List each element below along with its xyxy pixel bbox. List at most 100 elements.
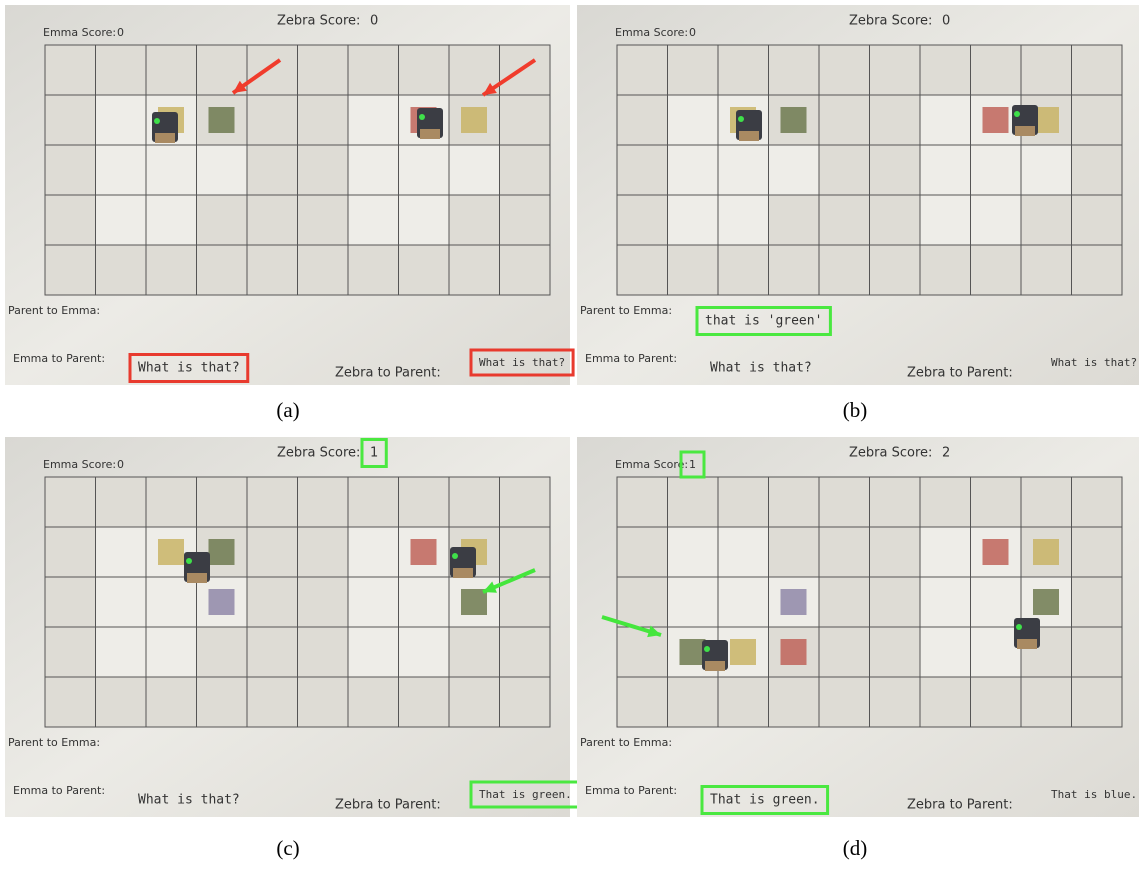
board-cell xyxy=(718,195,769,245)
board-cell xyxy=(449,627,500,677)
board-cell xyxy=(348,477,399,527)
board-cell xyxy=(769,145,820,195)
board-cell xyxy=(449,145,500,195)
board-cell xyxy=(399,627,450,677)
board-cell xyxy=(617,45,668,95)
board-cell xyxy=(668,677,719,727)
board-cell xyxy=(920,627,971,677)
board-cell xyxy=(971,477,1022,527)
board-cell xyxy=(819,677,870,727)
board-cell xyxy=(819,195,870,245)
color-tile xyxy=(1033,539,1059,565)
board-cell xyxy=(399,677,450,727)
board-cell xyxy=(247,677,298,727)
parent-to-emma-label: Parent to Emma: xyxy=(8,736,100,749)
caption: (d) xyxy=(843,836,868,860)
board-cell xyxy=(668,245,719,295)
board-cell xyxy=(870,627,921,677)
board-cell xyxy=(449,677,500,727)
color-tile xyxy=(983,539,1009,565)
board-cell xyxy=(449,195,500,245)
board-cell xyxy=(399,245,450,295)
board-cell xyxy=(1072,477,1123,527)
board-cell xyxy=(146,45,197,95)
board-cell xyxy=(971,577,1022,627)
color-tile xyxy=(461,107,487,133)
board-cell xyxy=(348,95,399,145)
board-cell xyxy=(348,527,399,577)
robot-led xyxy=(738,116,744,122)
emma-score-label: Emma Score: xyxy=(43,26,116,39)
board-cell xyxy=(870,45,921,95)
board-cell xyxy=(399,577,450,627)
color-tile xyxy=(680,639,706,665)
board-cell xyxy=(298,627,349,677)
board-cell xyxy=(971,45,1022,95)
color-tile xyxy=(983,107,1009,133)
board-cell xyxy=(1021,677,1072,727)
figure: Emma Score:0Zebra Score:0Parent to Emma:… xyxy=(0,0,1139,869)
board-cell xyxy=(45,627,96,677)
board-cell xyxy=(920,45,971,95)
board-cell xyxy=(298,45,349,95)
board-cell xyxy=(247,627,298,677)
board-cell xyxy=(500,95,551,145)
board-cell xyxy=(348,195,399,245)
parent-to-emma-label: Parent to Emma: xyxy=(580,736,672,749)
board-cell xyxy=(769,195,820,245)
board-cell xyxy=(247,45,298,95)
board-cell xyxy=(45,195,96,245)
board-cell xyxy=(870,527,921,577)
board-cell xyxy=(819,527,870,577)
board-cell xyxy=(870,145,921,195)
board-cell xyxy=(1021,45,1072,95)
board-cell xyxy=(96,45,147,95)
board-cell xyxy=(197,477,248,527)
robot-base xyxy=(453,568,473,578)
board-cell xyxy=(617,527,668,577)
board-cell xyxy=(45,45,96,95)
zebra-to-parent-label: Zebra to Parent: xyxy=(335,366,441,381)
board-cell xyxy=(668,195,719,245)
board-cell xyxy=(819,45,870,95)
caption: (b) xyxy=(843,398,868,422)
color-tile xyxy=(1033,589,1059,615)
board-cell xyxy=(298,95,349,145)
board-cell xyxy=(298,527,349,577)
board-cell xyxy=(500,195,551,245)
board-cell xyxy=(45,95,96,145)
board-cell xyxy=(769,45,820,95)
board-cell xyxy=(399,477,450,527)
board-cell xyxy=(920,245,971,295)
board-cell xyxy=(500,627,551,677)
board-cell xyxy=(146,195,197,245)
board-cell xyxy=(870,95,921,145)
color-tile xyxy=(209,539,235,565)
board-cell xyxy=(617,245,668,295)
robot-led xyxy=(704,646,710,652)
zebra-to-parent-label: Zebra to Parent: xyxy=(907,366,1013,381)
board-cell xyxy=(348,145,399,195)
board-cell xyxy=(500,677,551,727)
emma-to-parent-label: Emma to Parent: xyxy=(13,784,105,797)
board-cell xyxy=(617,677,668,727)
parent-to-emma: that is 'green' xyxy=(705,314,822,329)
board-cell xyxy=(870,245,921,295)
parent-to-emma-label: Parent to Emma: xyxy=(580,304,672,317)
emma-score: 0 xyxy=(689,26,696,39)
board-cell xyxy=(1072,245,1123,295)
board-cell xyxy=(45,527,96,577)
board-cell xyxy=(197,195,248,245)
zebra-score-label: Zebra Score: xyxy=(849,14,932,29)
board-cell xyxy=(96,195,147,245)
robot-base xyxy=(1017,639,1037,649)
color-tile xyxy=(781,107,807,133)
board-cell xyxy=(819,477,870,527)
robot-led xyxy=(1016,624,1022,630)
board-cell xyxy=(298,677,349,727)
board-cell xyxy=(298,195,349,245)
emma-score-label: Emma Score: xyxy=(615,458,688,471)
board-cell xyxy=(769,477,820,527)
